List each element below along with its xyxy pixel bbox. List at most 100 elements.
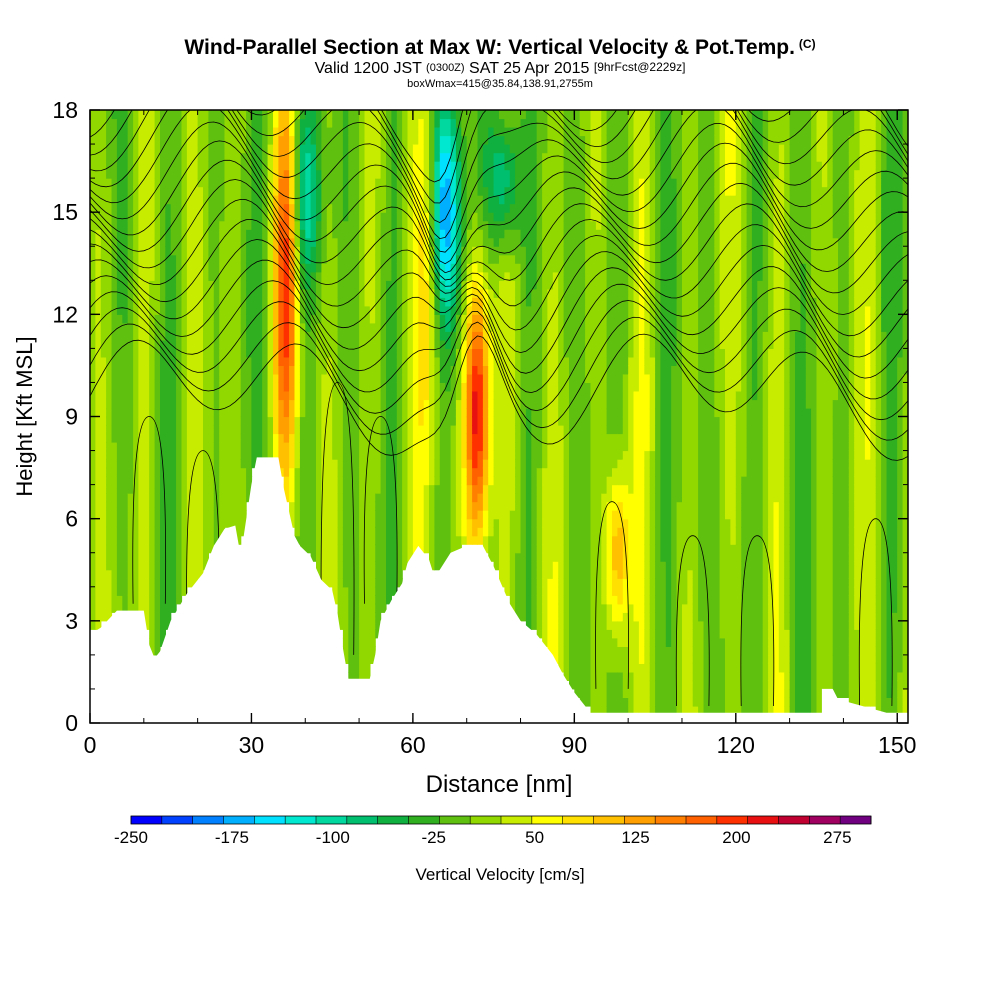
velocity-cell [95, 408, 102, 418]
velocity-cell [154, 135, 161, 145]
velocity-cell [197, 254, 204, 264]
velocity-cell [353, 356, 360, 366]
velocity-cell [348, 280, 355, 290]
velocity-cell [525, 246, 532, 256]
velocity-cell [461, 535, 468, 545]
velocity-cell [224, 186, 231, 196]
velocity-cell [337, 527, 344, 537]
velocity-cell [170, 305, 177, 315]
velocity-cell [547, 442, 554, 452]
velocity-cell [90, 416, 96, 426]
velocity-cell [149, 280, 156, 290]
velocity-cell [203, 178, 209, 188]
velocity-cell [229, 178, 236, 188]
velocity-cell [375, 314, 382, 324]
velocity-cell [525, 118, 532, 128]
velocity-cell [348, 408, 355, 418]
velocity-cell [316, 476, 322, 486]
velocity-cell [434, 501, 441, 511]
velocity-cell [488, 425, 495, 435]
velocity-cell [138, 365, 145, 375]
velocity-cell [391, 254, 398, 264]
velocity-cell [246, 356, 253, 366]
velocity-cell [542, 561, 549, 571]
velocity-cell [170, 433, 177, 443]
velocity-cell [531, 348, 538, 358]
velocity-cell [116, 305, 123, 315]
velocity-cell [515, 382, 522, 392]
velocity-cell [461, 433, 468, 443]
velocity-cell [149, 263, 156, 273]
velocity-cell [407, 373, 414, 383]
velocity-cell [342, 135, 349, 145]
velocity-cell [558, 637, 565, 647]
velocity-cell [547, 365, 554, 375]
velocity-cell [160, 578, 166, 588]
velocity-cell [90, 331, 96, 341]
velocity-cell [477, 348, 484, 358]
velocity-cell [445, 518, 452, 528]
velocity-cell [176, 442, 183, 452]
velocity-cell [386, 365, 392, 375]
velocity-cell [386, 356, 392, 366]
velocity-cell [482, 467, 489, 477]
velocity-cell [482, 212, 489, 222]
velocity-cell [482, 161, 489, 171]
velocity-cell [337, 433, 344, 443]
velocity-cell [386, 518, 392, 528]
velocity-cell [386, 110, 392, 120]
velocity-cell [90, 220, 96, 230]
velocity-cell [133, 161, 140, 171]
velocity-cell [493, 501, 500, 511]
velocity-cell [170, 118, 177, 128]
velocity-cell [203, 144, 209, 154]
velocity-cell [509, 527, 516, 537]
velocity-cell [525, 501, 532, 511]
velocity-cell [90, 237, 96, 247]
velocity-cell [299, 195, 306, 205]
velocity-cell [348, 348, 355, 358]
velocity-cell [251, 118, 258, 128]
velocity-cell [332, 314, 339, 324]
velocity-cell [348, 339, 355, 349]
velocity-cell [542, 527, 549, 537]
velocity-cell [477, 391, 484, 401]
velocity-cell [192, 484, 199, 494]
velocity-cell [369, 322, 376, 332]
velocity-cell [90, 339, 96, 349]
velocity-cell [525, 280, 532, 290]
velocity-cell [267, 314, 274, 324]
velocity-cell [305, 110, 312, 120]
velocity-cell [472, 169, 479, 179]
velocity-cell [455, 161, 462, 171]
velocity-cell [472, 348, 479, 358]
velocity-cell [229, 314, 236, 324]
velocity-cell [208, 297, 215, 307]
velocity-cell [493, 382, 500, 392]
velocity-cell [176, 595, 183, 605]
velocity-cell [380, 263, 387, 273]
velocity-cell [509, 603, 516, 613]
velocity-cell [375, 527, 382, 537]
velocity-cell [412, 305, 419, 315]
velocity-cell [477, 416, 484, 426]
velocity-cell [305, 118, 312, 128]
velocity-cell [472, 433, 479, 443]
velocity-cell [154, 280, 161, 290]
velocity-cell [95, 467, 102, 477]
velocity-cell [181, 339, 188, 349]
velocity-cell [563, 467, 570, 477]
velocity-cell [455, 288, 462, 298]
velocity-cell [439, 535, 446, 545]
velocity-cell [412, 135, 419, 145]
velocity-cell [359, 484, 366, 494]
velocity-cell [525, 339, 532, 349]
velocity-cell [208, 271, 215, 281]
velocity-cell [509, 586, 516, 596]
velocity-cell [224, 118, 231, 128]
velocity-cell [262, 305, 269, 315]
velocity-cell [95, 127, 102, 137]
velocity-cell [509, 561, 516, 571]
velocity-cell [337, 280, 344, 290]
velocity-cell [499, 246, 505, 256]
